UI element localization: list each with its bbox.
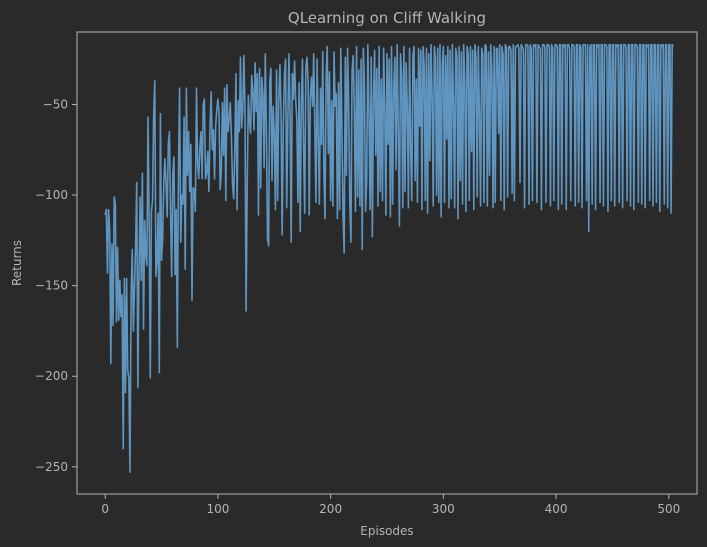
plot-area-frame <box>76 31 698 495</box>
x-tick-label: 400 <box>545 502 568 516</box>
x-tick-label: 200 <box>319 502 342 516</box>
y-tick-label: −150 <box>35 279 68 293</box>
y-tick-label: −100 <box>35 188 68 202</box>
x-tick-label: 500 <box>657 502 680 516</box>
x-tick-label: 100 <box>206 502 229 516</box>
x-axis-label: Episodes <box>360 524 413 538</box>
y-axis: −250 −200 −150 −100 −50 <box>35 97 77 474</box>
y-tick-label: −250 <box>35 460 68 474</box>
y-tick-label: −50 <box>43 97 68 111</box>
x-axis: 0 100 200 300 400 500 <box>101 494 680 516</box>
y-axis-label: Returns <box>10 240 24 286</box>
chart-title: QLearning on Cliff Walking <box>288 9 486 27</box>
y-tick-label: −200 <box>35 369 68 383</box>
x-tick-label: 300 <box>432 502 455 516</box>
x-tick-label: 0 <box>101 502 109 516</box>
returns-series-line <box>104 43 675 474</box>
